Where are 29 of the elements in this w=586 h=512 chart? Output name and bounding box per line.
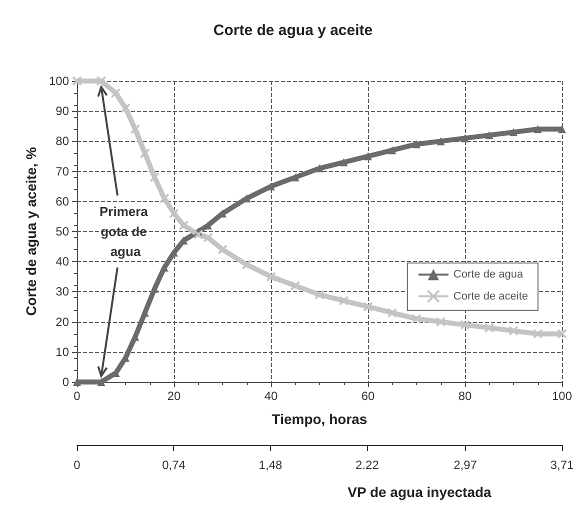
y-tick-label: 10 <box>56 344 70 359</box>
y-tick-label: 80 <box>56 134 70 148</box>
y-axis-title: Corte de agua y aceite, % <box>23 146 40 316</box>
x-tick-label: 100 <box>552 389 572 403</box>
chart-title: Corte de agua y aceite <box>213 22 373 39</box>
x2-tick-label: 3,71 <box>550 458 574 472</box>
y-tick-label: 30 <box>56 284 70 299</box>
x2-tick-label: 1,48 <box>258 458 282 472</box>
y-tick-label: 20 <box>56 314 70 329</box>
x-tick-label: 40 <box>264 389 278 403</box>
x-tick-label: 20 <box>167 389 181 403</box>
y-tick-label: 70 <box>56 164 70 178</box>
x2-tick-label: 2.22 <box>356 458 380 472</box>
y-tick-label: 60 <box>56 194 70 208</box>
legend-label: Corte de agua <box>453 268 524 281</box>
y-tick-label: 40 <box>56 254 70 269</box>
x-tick-label: 0 <box>74 389 81 403</box>
y-tick-label: 100 <box>48 74 70 88</box>
x2-tick-label: 2,97 <box>454 458 478 472</box>
x2-tick-label: 0 <box>74 458 81 472</box>
legend-label: Corte de aceite <box>453 290 528 302</box>
x-tick-label: 80 <box>458 389 472 403</box>
x-axis-title: Tiempo, horas <box>272 411 368 427</box>
y-tick-label: 90 <box>56 104 70 118</box>
x-tick-label: 60 <box>361 389 375 403</box>
x2-tick-label: 0,74 <box>162 458 186 472</box>
x2-axis-title: VP de agua inyectada <box>348 484 492 500</box>
y-tick-label: 50 <box>56 224 70 238</box>
y-tick-label: 0 <box>62 375 70 389</box>
